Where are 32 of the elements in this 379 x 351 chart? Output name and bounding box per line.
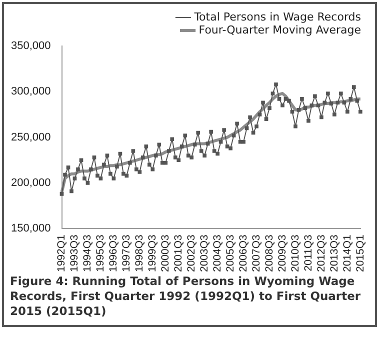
caption: Figure 4: Running Total of Persons in Wyoming Wage Records, First Quarter 1992 (1992Q1) to First Quarter 2015 (2015Q1)	[10, 274, 362, 319]
x-tick-label: 1998Q3	[134, 234, 146, 272]
x-tick-label: 2000Q3	[160, 234, 172, 272]
y-tick-label: 350,000	[10, 40, 51, 52]
x-tick-label: 2011Q3	[302, 234, 314, 272]
x-tick-label: 2001Q3	[172, 234, 185, 272]
x-tick-label: 1995Q3	[94, 234, 107, 272]
x-tick-label: 2014Q1	[341, 234, 354, 272]
y-tick-label: 250,000	[10, 131, 51, 144]
x-tick-label: 2010Q3	[289, 234, 302, 272]
y-tick-label: 200,000	[10, 177, 51, 190]
x-tick-label: 2013Q3	[328, 234, 340, 272]
legend-label: Total Persons in Wage Records	[193, 10, 362, 24]
x-tick-label: 2009Q3	[276, 234, 288, 272]
x-tick-label: 2008Q3	[263, 234, 276, 272]
x-tick-label: 2006Q3	[237, 234, 250, 272]
x-tick-label: 1997Q3	[120, 234, 133, 272]
x-tick-label: 1996Q3	[108, 234, 120, 272]
x-tick-label: 2002Q3	[185, 234, 198, 272]
x-tick-label: 2003Q3	[198, 234, 210, 272]
y-tick-label: 150,000	[10, 222, 51, 235]
x-tick-label: 2004Q3	[211, 234, 224, 272]
y-tick-label: 300,000	[10, 86, 51, 98]
x-tick-label: 2007Q3	[250, 234, 262, 272]
legend-label: Four-Quarter Moving Average	[198, 23, 362, 36]
x-tick-label: 1992Q1	[56, 234, 68, 272]
x-tick-label: 1993Q3	[68, 234, 81, 272]
x-tick-label: 2005Q3	[224, 234, 236, 272]
x-tick-label: 2015Q1	[354, 234, 366, 272]
x-tick-label: 2012Q3	[315, 234, 328, 272]
x-tick-label: 1994Q3	[82, 234, 94, 272]
x-tick-label: 1999Q3	[146, 234, 159, 272]
